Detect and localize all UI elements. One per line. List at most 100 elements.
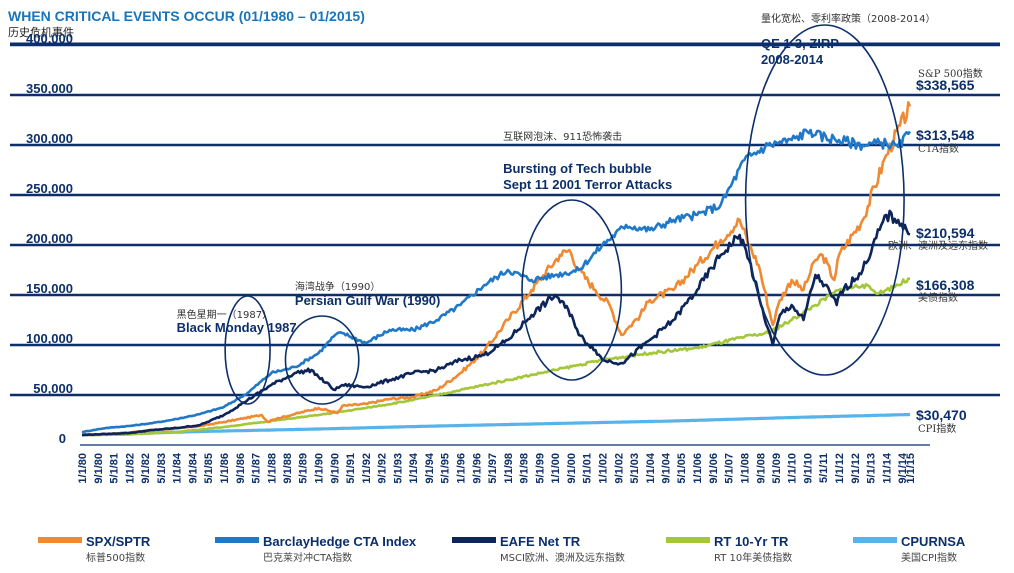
chart-title: WHEN CRITICAL EVENTS OCCUR (01/1980 – 01…: [8, 8, 365, 24]
annotation-en: Black Monday 1987: [177, 320, 297, 335]
end-value-label: $166,308: [916, 277, 975, 293]
x-tick-label: 1/1/06: [692, 453, 704, 484]
end-value-label: $210,594: [916, 225, 975, 241]
legend-label: CPURNSA: [901, 534, 966, 549]
legend-swatch: [452, 537, 496, 543]
x-tick-label: 5/1/97: [487, 453, 499, 484]
legend: SPX/SPTR 标普500指数 BarclayHedge CTA Index 巴克莱…: [38, 534, 966, 564]
x-tick-label: 1/1/84: [172, 452, 184, 483]
series-line-cpurnsa: [81, 412, 911, 437]
legend-label-cn: 美国CPI指数: [901, 551, 957, 564]
end-series-label: S&P 500指数: [918, 67, 983, 80]
x-tick-label: 1/1/80: [77, 453, 89, 484]
x-tick-label: 9/1/86: [235, 453, 247, 484]
x-tick-label: 9/1/12: [850, 453, 862, 484]
x-tick-label: 1/1/92: [361, 453, 373, 484]
annotation-cn: 量化宽松、零利率政策（2008-2014）: [761, 12, 936, 25]
x-tick-label: 1/1/04: [645, 452, 657, 483]
end-series-label: 欧洲、澳洲及远东指数: [888, 239, 988, 252]
x-tick-label: 9/1/10: [803, 453, 815, 484]
x-tick-label: 1/1/94: [408, 452, 420, 483]
x-tick-label: 9/1/80: [93, 453, 105, 484]
legend-swatch: [38, 537, 82, 543]
x-tick-label: 9/1/92: [377, 453, 389, 484]
x-tick-label: 1/1/86: [219, 453, 231, 484]
x-tick-label: 1/1/90: [314, 453, 326, 484]
y-tick-label: 50,000: [33, 381, 73, 396]
legend-swatch: [853, 537, 897, 543]
legend-label: RT 10-Yr TR: [714, 534, 789, 549]
x-tick-label: 9/1/98: [519, 453, 531, 484]
legend-label-cn: MSCI欧洲、澳洲及远东指数: [500, 551, 625, 564]
y-tick-label: 200,000: [26, 231, 73, 246]
x-tick-label: 9/1/02: [613, 453, 625, 484]
x-tick-label: 5/1/91: [345, 453, 357, 484]
x-tick-label: 1/1/00: [550, 453, 562, 484]
x-tick-label: 1/1/08: [739, 453, 751, 484]
x-tick-label: 9/1/88: [282, 453, 294, 484]
x-tick-label: 5/1/89: [298, 453, 310, 484]
y-tick-label: 300,000: [26, 131, 73, 146]
y-axis: 0 50,000 100,000 150,000 200,000 250,000 300,0…: [26, 31, 73, 446]
x-tick-label: 9/1/96: [471, 453, 483, 484]
series-line-eafe-net-tr: [82, 209, 911, 437]
x-tick-label: 9/1/06: [708, 453, 720, 484]
legend-label: EAFE Net TR: [500, 534, 581, 549]
event-ellipse-4: [744, 24, 905, 376]
x-tick-label: 9/1/94: [424, 452, 436, 483]
end-value-label: $30,470: [916, 407, 967, 423]
event-ellipse-2: [284, 315, 360, 405]
legend-label-cn: 巴克莱对冲CTA指数: [263, 551, 352, 564]
x-axis: 1/1/80 9/1/80 5/1/81 1/1/82 9/1/82 5/1/83 1/1/…: [77, 444, 930, 484]
y-tick-label: 100,000: [26, 331, 73, 346]
event-ellipse-3: [521, 199, 623, 381]
x-tick-label: 1/1/88: [266, 453, 278, 484]
x-tick-label: 5/1/87: [250, 453, 262, 484]
x-tick-label: 9/1/08: [755, 453, 767, 484]
x-tick-label: 5/1/83: [156, 453, 168, 484]
x-tick-label: 9/1/04: [661, 452, 673, 483]
legend-label: SPX/SPTR: [86, 534, 151, 549]
annotation-cn: 黑色星期一（1987）: [177, 308, 272, 321]
x-tick-label: 1/1/14: [881, 452, 893, 483]
legend-label-cn: 标普500指数: [86, 551, 145, 564]
series-line-barclayhedge-cta-index: [81, 128, 912, 434]
x-tick-label: 9/1/90: [329, 453, 341, 484]
y-tick-label: 250,000: [26, 181, 73, 196]
legend-label: BarclayHedge CTA Index: [263, 534, 417, 549]
x-tick-label: 5/1/05: [676, 453, 688, 484]
annotation-en: QE 1-3, ZIRP: [761, 36, 839, 51]
y-tick-label: 350,000: [26, 81, 73, 96]
annotations: 黑色星期一（1987）Black Monday 1987 海湾战争（1990）Pe…: [177, 12, 936, 335]
x-tick-label: 5/1/13: [865, 453, 877, 484]
end-value-label: $313,548: [916, 127, 975, 143]
event-ellipses: [224, 24, 905, 405]
x-tick-label: 1/1/96: [456, 453, 468, 484]
x-tick-label: 5/1/07: [724, 453, 736, 484]
x-tick-label: 1/1/10: [787, 453, 799, 484]
end-series-label: CTA指数: [918, 142, 959, 155]
x-tick-label: 1/1/12: [834, 453, 846, 484]
annotation-en: Sept 11 2001 Terror Attacks: [503, 177, 672, 192]
gridlines: [10, 42, 1000, 397]
x-tick-label: 9/1/84: [187, 452, 199, 483]
y-tick-label: 0: [59, 431, 66, 446]
x-tick-label: 1/1/15: [905, 453, 917, 484]
event-ellipse-1: [224, 295, 271, 405]
y-tick-label: 400,000: [26, 31, 73, 46]
x-tick-label: 5/1/93: [392, 453, 404, 484]
x-tick-label: 5/1/85: [203, 453, 215, 484]
x-tick-label: 5/1/81: [108, 453, 120, 484]
x-tick-label: 5/1/99: [534, 453, 546, 484]
end-series-label: CPI指数: [918, 422, 956, 435]
x-tick-label: 1/1/02: [597, 453, 609, 484]
x-tick-label: 9/1/00: [566, 453, 578, 484]
series-group: [81, 101, 912, 437]
series-line-spx-sptr: [81, 101, 912, 437]
annotation-en: Bursting of Tech bubble: [503, 161, 652, 176]
x-tick-label: 5/1/95: [440, 453, 452, 484]
annotation-en: Persian Gulf War (1990): [295, 293, 440, 308]
x-tick-label: 5/1/03: [629, 453, 641, 484]
